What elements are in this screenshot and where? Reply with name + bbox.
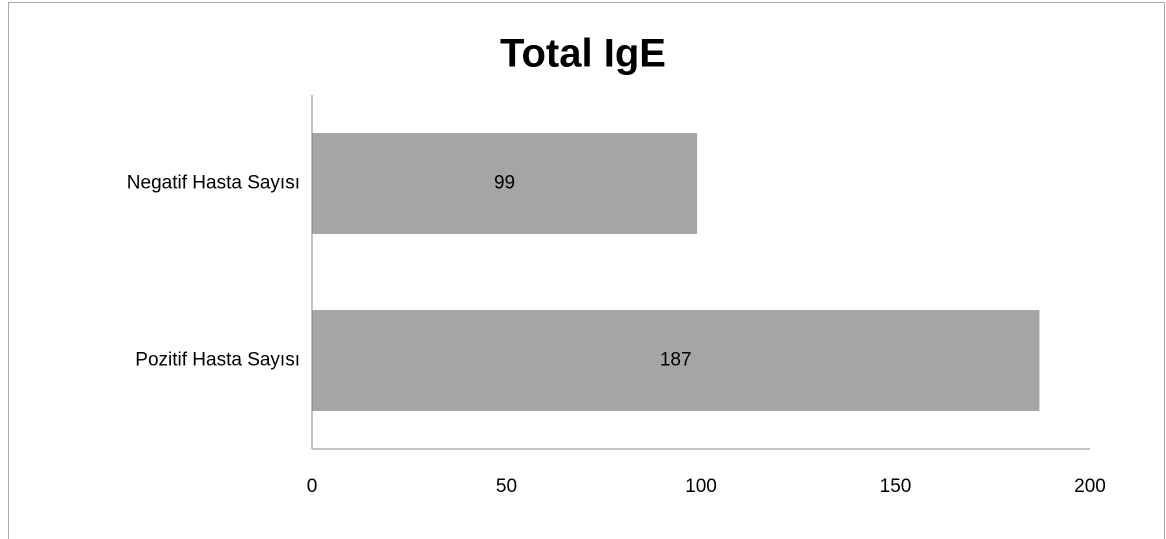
y-tick-label: Pozitif Hasta Sayısı [135,350,300,371]
x-tick-label: 100 [685,476,717,497]
x-tick-label: 0 [307,476,318,497]
chart-frame [8,2,1165,539]
x-tick-label: 50 [496,476,517,497]
x-tick-label: 200 [1074,476,1106,497]
bar [312,133,698,234]
x-tick-label: 150 [880,476,912,497]
data-label: 187 [660,350,692,371]
data-label: 99 [494,173,515,194]
bar [312,310,1040,411]
chart-title: Total IgE [500,32,666,76]
y-tick-label: Negatif Hasta Sayısı [127,173,300,194]
